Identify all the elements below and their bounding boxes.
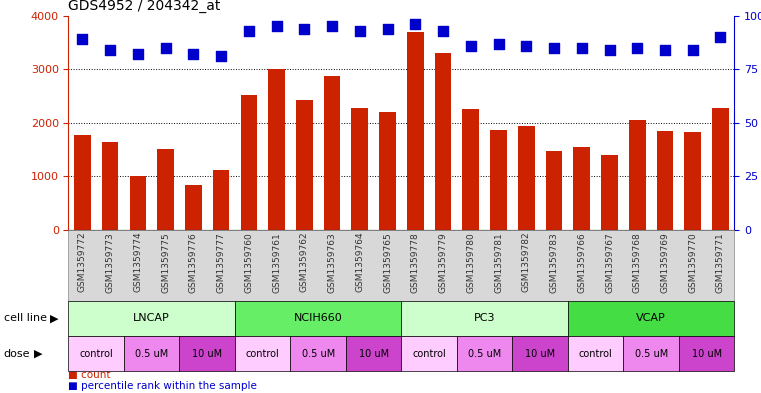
Point: [521, 42, 533, 49]
Point: [686, 47, 699, 53]
Text: GSM1359765: GSM1359765: [383, 232, 392, 293]
Bar: [407, 32, 424, 230]
Point: [409, 21, 422, 28]
Text: GSM1359781: GSM1359781: [494, 232, 503, 293]
Point: [215, 53, 228, 60]
Text: control: control: [246, 349, 279, 359]
Bar: [102, 141, 119, 230]
Text: PC3: PC3: [474, 313, 495, 323]
Text: 10 uM: 10 uM: [692, 349, 721, 359]
Point: [603, 47, 616, 53]
Text: GSM1359770: GSM1359770: [688, 232, 697, 293]
Point: [270, 23, 282, 29]
Bar: [490, 130, 507, 230]
Text: GSM1359782: GSM1359782: [522, 232, 530, 292]
Point: [132, 51, 144, 57]
Point: [437, 28, 449, 34]
Point: [492, 40, 505, 47]
Point: [354, 28, 366, 34]
Text: GSM1359773: GSM1359773: [106, 232, 115, 293]
Point: [187, 51, 199, 57]
Text: GSM1359761: GSM1359761: [272, 232, 281, 293]
Point: [715, 34, 727, 40]
Text: ▶: ▶: [33, 349, 42, 359]
Text: GSM1359769: GSM1359769: [661, 232, 670, 293]
Bar: [574, 147, 590, 230]
Text: GSM1359780: GSM1359780: [466, 232, 476, 293]
Point: [631, 45, 643, 51]
Text: GSM1359783: GSM1359783: [549, 232, 559, 293]
Point: [298, 26, 310, 32]
Text: GSM1359768: GSM1359768: [632, 232, 642, 293]
Text: ■ percentile rank within the sample: ■ percentile rank within the sample: [68, 381, 257, 391]
Point: [659, 47, 671, 53]
Text: 0.5 uM: 0.5 uM: [468, 349, 501, 359]
Text: LNCAP: LNCAP: [133, 313, 170, 323]
Bar: [657, 131, 673, 230]
Point: [465, 42, 477, 49]
Text: 10 uM: 10 uM: [192, 349, 222, 359]
Text: GSM1359779: GSM1359779: [438, 232, 447, 293]
Text: GSM1359762: GSM1359762: [300, 232, 309, 292]
Point: [76, 36, 88, 42]
Point: [160, 45, 172, 51]
Text: control: control: [412, 349, 446, 359]
Text: GSM1359766: GSM1359766: [578, 232, 586, 293]
Point: [381, 26, 393, 32]
Bar: [213, 170, 229, 230]
Bar: [129, 176, 146, 230]
Bar: [379, 112, 396, 230]
Bar: [158, 149, 174, 230]
Bar: [601, 156, 618, 230]
Text: control: control: [579, 349, 613, 359]
Text: ▶: ▶: [50, 313, 59, 323]
Text: GSM1359772: GSM1359772: [78, 232, 87, 292]
Text: 10 uM: 10 uM: [525, 349, 556, 359]
Text: cell line: cell line: [4, 313, 47, 323]
Text: GSM1359775: GSM1359775: [161, 232, 170, 293]
Bar: [296, 100, 313, 230]
Bar: [435, 53, 451, 230]
Bar: [463, 109, 479, 230]
Text: GSM1359776: GSM1359776: [189, 232, 198, 293]
Point: [326, 23, 338, 29]
Text: NCIH660: NCIH660: [294, 313, 342, 323]
Bar: [684, 132, 701, 230]
Text: control: control: [79, 349, 113, 359]
Text: GSM1359764: GSM1359764: [355, 232, 365, 292]
Bar: [352, 108, 368, 230]
Text: GSM1359763: GSM1359763: [327, 232, 336, 293]
Point: [575, 45, 587, 51]
Text: GSM1359771: GSM1359771: [716, 232, 725, 293]
Text: GSM1359777: GSM1359777: [217, 232, 225, 293]
Text: 10 uM: 10 uM: [358, 349, 389, 359]
Text: dose: dose: [4, 349, 30, 359]
Text: 0.5 uM: 0.5 uM: [635, 349, 667, 359]
Point: [104, 47, 116, 53]
Bar: [74, 134, 91, 230]
Text: GSM1359774: GSM1359774: [133, 232, 142, 292]
Text: 0.5 uM: 0.5 uM: [135, 349, 168, 359]
Bar: [629, 119, 645, 230]
Text: GSM1359778: GSM1359778: [411, 232, 420, 293]
Text: ■ count: ■ count: [68, 370, 111, 380]
Text: GSM1359760: GSM1359760: [244, 232, 253, 293]
Point: [548, 45, 560, 51]
Bar: [712, 108, 729, 230]
Text: VCAP: VCAP: [636, 313, 666, 323]
Bar: [546, 151, 562, 230]
Bar: [518, 126, 534, 230]
Text: 0.5 uM: 0.5 uM: [301, 349, 335, 359]
Text: GDS4952 / 204342_at: GDS4952 / 204342_at: [68, 0, 221, 13]
Bar: [268, 69, 285, 230]
Bar: [240, 95, 257, 230]
Point: [243, 28, 255, 34]
Bar: [185, 185, 202, 230]
Text: GSM1359767: GSM1359767: [605, 232, 614, 293]
Bar: [323, 76, 340, 230]
